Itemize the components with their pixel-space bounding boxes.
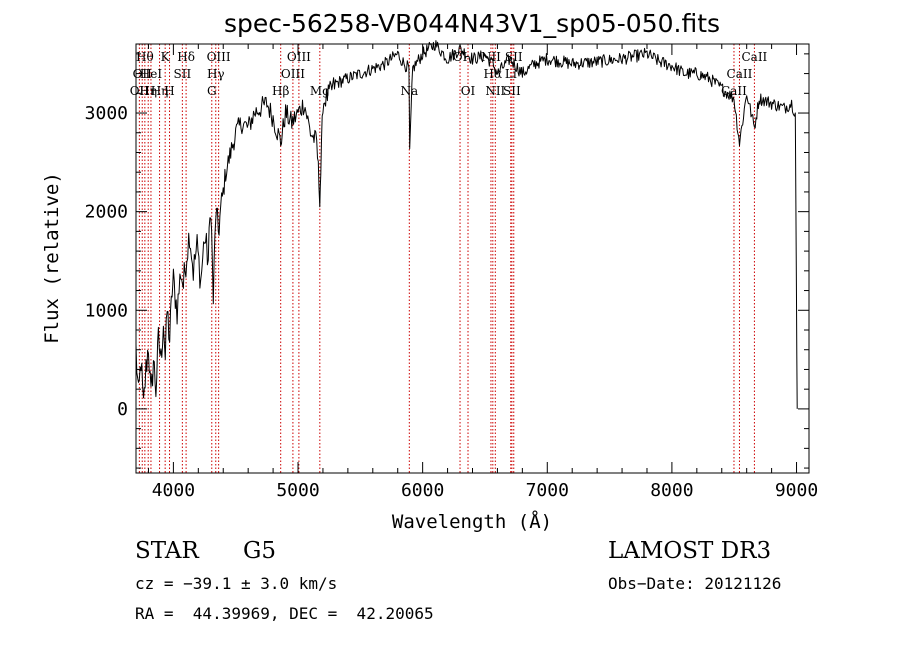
line-label: OIII — [207, 50, 231, 64]
survey-name: LAMOST DR3 — [608, 538, 772, 564]
series-layer — [135, 40, 798, 409]
emission-line-labels: OIIOIIHθHηHeIHηKHSIIHδGHγOIIIHβOIIIOIIIM… — [130, 50, 768, 98]
line-label: OIII — [281, 67, 305, 81]
line-label: CaII — [741, 50, 767, 64]
x-axis-label: Wavelength (Å) — [392, 510, 552, 533]
line-label: Hγ — [207, 67, 225, 81]
line-label: OII — [133, 67, 153, 81]
observation-date: Obs−Date: 20121126 — [608, 574, 782, 593]
line-label: Hα — [484, 67, 503, 81]
line-label: Mg — [310, 84, 330, 98]
line-label: Hη — [139, 84, 157, 98]
axes: 4000 5000 6000 7000 8000 9000 0 1000 2000 3000 — [85, 44, 818, 501]
x-tick-label: 9000 — [775, 480, 818, 501]
spectrum-line — [135, 40, 798, 409]
line-label: Hθ — [136, 50, 154, 64]
line-label: HeI — [140, 67, 163, 81]
redshift-cz: cz = −39.1 ± 3.0 km/s — [135, 574, 338, 593]
x-tick-label: 7000 — [526, 480, 569, 501]
line-label: SII — [174, 67, 192, 81]
sky-coordinates: RA = 44.39969, DEC = 42.20065 — [135, 604, 434, 623]
line-label: Hδ — [177, 50, 195, 64]
x-tick-label: 6000 — [401, 480, 444, 501]
x-tick-label: 4000 — [152, 480, 195, 501]
line-label: SII — [503, 84, 521, 98]
object-subclass: G5 — [243, 538, 277, 564]
x-tick-label: 5000 — [276, 480, 319, 501]
line-label: OII — [130, 84, 150, 98]
emission-line-markers — [138, 44, 755, 473]
y-tick-label: 1000 — [85, 300, 128, 321]
object-class: STAR — [135, 538, 199, 564]
chart-title: spec-56258-VB044N43V1_sp05-050.fits — [224, 9, 720, 38]
line-label: G — [207, 84, 217, 98]
line-label: K — [161, 50, 171, 64]
line-label: NII — [485, 84, 505, 98]
line-label: H — [164, 84, 174, 98]
y-axis-label: Flux (relative) — [41, 172, 63, 344]
line-label: Hβ — [272, 84, 289, 98]
line-label: OI — [461, 84, 476, 98]
line-label: Hη — [151, 84, 169, 98]
plot-frame — [135, 43, 810, 474]
line-label: OIII — [287, 50, 311, 64]
line-label: CaII — [727, 67, 753, 81]
line-label: Li — [505, 67, 517, 81]
y-tick-label: 3000 — [85, 103, 128, 124]
y-tick-label: 2000 — [85, 202, 128, 223]
y-tick-label: 0 — [117, 399, 128, 420]
x-tick-label: 8000 — [650, 480, 693, 501]
